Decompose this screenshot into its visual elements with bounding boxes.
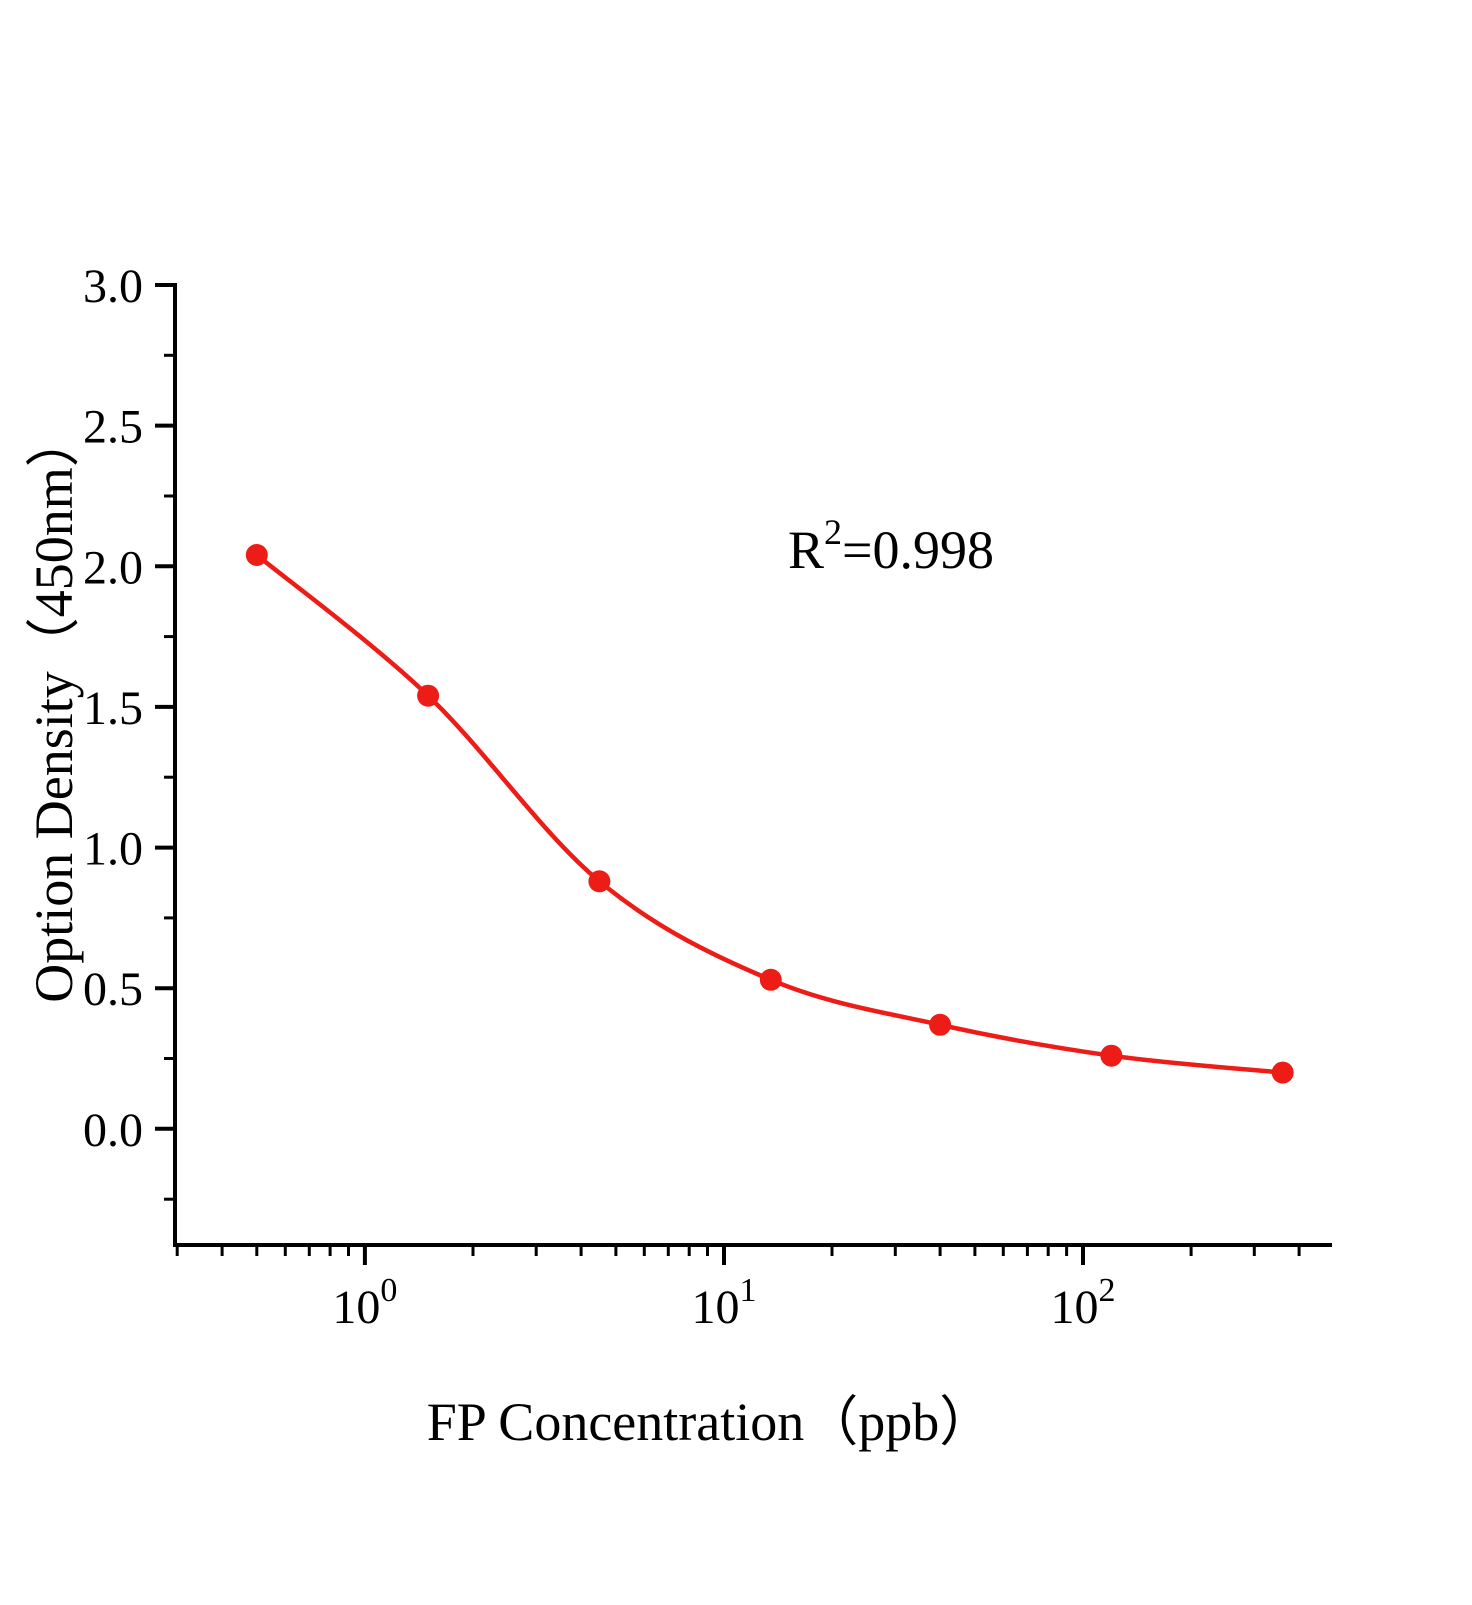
x-axis-title: FP Concentration（ppb） — [427, 1392, 993, 1452]
axes-frame — [173, 283, 1332, 1247]
y-tick-label: 3.0 — [83, 260, 143, 313]
fit-curve — [254, 552, 1285, 1075]
data-point — [1100, 1044, 1123, 1067]
y-tick-label: 0.0 — [83, 1104, 143, 1157]
data-point — [245, 544, 268, 566]
y-tick-label: 1.0 — [83, 823, 143, 876]
r-squared-annotation: R2=0.998 — [788, 512, 994, 580]
data-point — [929, 1013, 952, 1036]
y-tick-label: 1.5 — [83, 682, 143, 735]
y-axis-title: Option Density（450nm） — [24, 413, 84, 1003]
y-tick-label: 2.5 — [83, 401, 143, 454]
data-point — [759, 968, 782, 991]
y-tick-label: 0.5 — [83, 963, 143, 1016]
y-tick-label: 2.0 — [83, 541, 143, 594]
data-point — [417, 684, 440, 707]
data-point — [588, 870, 611, 893]
x-tick-label: 102 — [1051, 1272, 1116, 1334]
x-tick-label: 100 — [332, 1272, 397, 1334]
x-tick-label: 101 — [692, 1272, 757, 1334]
data-point — [1271, 1061, 1294, 1084]
